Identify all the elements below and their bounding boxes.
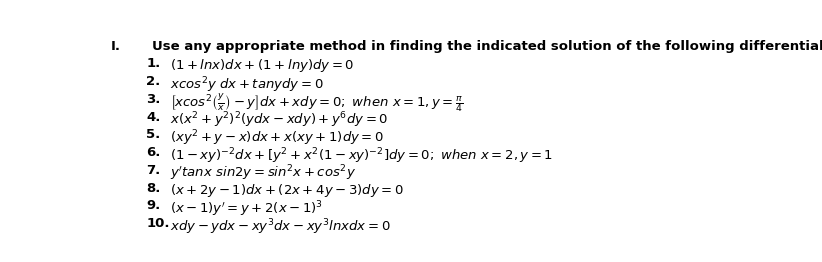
- Text: 8.: 8.: [146, 182, 160, 194]
- Text: $(xy^{2} + y - x)dx + x(xy + 1)dy = 0$: $(xy^{2} + y - x)dx + x(xy + 1)dy = 0$: [169, 128, 384, 148]
- Text: 10.: 10.: [146, 217, 169, 230]
- Text: Use any appropriate method in finding the indicated solution of the following di: Use any appropriate method in finding th…: [152, 40, 822, 52]
- Text: 5.: 5.: [146, 128, 160, 141]
- Text: 2.: 2.: [146, 75, 160, 88]
- Text: $xcos^{2}y\ dx + tanydy = 0$: $xcos^{2}y\ dx + tanydy = 0$: [169, 75, 323, 95]
- Text: 7.: 7.: [146, 164, 160, 177]
- Text: $(x + 2y - 1)dx + (2x + 4y - 3)dy = 0$: $(x + 2y - 1)dx + (2x + 4y - 3)dy = 0$: [169, 182, 404, 199]
- Text: $y'tanx\ sin2y = sin^{2}x + cos^{2}y$: $y'tanx\ sin2y = sin^{2}x + cos^{2}y$: [169, 164, 356, 183]
- Text: I.: I.: [111, 40, 121, 52]
- Text: $xdy - ydx - xy^{3}dx - xy^{3}lnxdx = 0$: $xdy - ydx - xy^{3}dx - xy^{3}lnxdx = 0$: [169, 217, 390, 237]
- Text: $(x - 1)y' = y + 2(x - 1)^{3}$: $(x - 1)y' = y + 2(x - 1)^{3}$: [169, 199, 323, 219]
- Text: 4.: 4.: [146, 111, 160, 123]
- Text: $(1 + lnx)dx + (1 + lny)dy = 0$: $(1 + lnx)dx + (1 + lny)dy = 0$: [169, 57, 354, 74]
- Text: $x(x^{2} + y^{2})^{2}(ydx - xdy) + y^{6}dy = 0$: $x(x^{2} + y^{2})^{2}(ydx - xdy) + y^{6}…: [169, 111, 388, 130]
- Text: 6.: 6.: [146, 146, 160, 159]
- Text: 1.: 1.: [146, 57, 160, 70]
- Text: $(1 - xy)^{-2}dx + [y^{2} + x^{2}(1 - xy)^{-2}]dy = 0;\ when\ x = 2, y = 1$: $(1 - xy)^{-2}dx + [y^{2} + x^{2}(1 - xy…: [169, 146, 553, 166]
- Text: 9.: 9.: [146, 199, 160, 212]
- Text: 3.: 3.: [146, 93, 160, 106]
- Text: $\left[xcos^{2}\left(\frac{y}{x}\right) - y\right]dx + xdy = 0;\ when\ x = 1, y : $\left[xcos^{2}\left(\frac{y}{x}\right) …: [169, 93, 463, 114]
